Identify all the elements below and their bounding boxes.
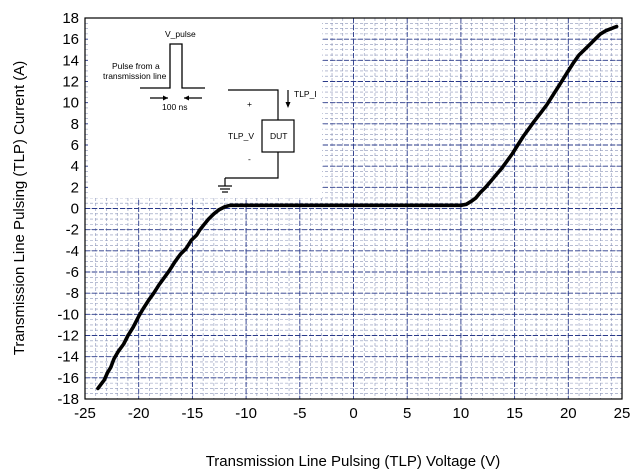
x-tick-label: -5 — [293, 405, 306, 422]
x-tick-label: 15 — [506, 405, 523, 422]
y-tick-label: -6 — [66, 264, 79, 281]
y-tick-label: -10 — [57, 306, 79, 323]
x-tick-label: -10 — [235, 405, 257, 422]
x-tick-label: -25 — [74, 405, 96, 422]
dut-label: DUT — [270, 131, 287, 141]
tlp-v-label: TLP_V — [228, 131, 254, 141]
y-tick-label: 18 — [62, 10, 79, 27]
tlp-circuit-inset: V_pulse Pulse from a transmission line 1… — [88, 18, 322, 198]
tlp-iv-curve — [96, 24, 619, 391]
y-tick-label: 0 — [71, 201, 79, 218]
current-arrowhead — [285, 102, 291, 108]
y-tick-label: -18 — [57, 391, 79, 408]
tlp-i-label: TLP_I — [294, 89, 317, 99]
bottom-wire — [225, 152, 279, 179]
x-axis-title: Transmission Line Pulsing (TLP) Voltage … — [206, 453, 501, 470]
y-tick-label: -2 — [66, 222, 79, 239]
v-pulse-label: V_pulse — [165, 29, 196, 39]
y-tick-label: -12 — [57, 328, 79, 345]
x-tick-label: 20 — [560, 405, 577, 422]
x-tick-label: 25 — [614, 405, 631, 422]
inset-panel — [88, 18, 322, 198]
pulse-waveform — [140, 43, 205, 89]
y-axis-title: Transmission Line Pulsing (TLP) Current … — [11, 61, 28, 356]
y-tick-label: -14 — [57, 349, 79, 366]
y-tick-label: 4 — [71, 158, 79, 175]
width-arrowhead-right — [184, 95, 189, 101]
pulse-source-label-2: transmission line — [103, 71, 167, 81]
x-tick-label: -20 — [128, 405, 150, 422]
y-tick-label: 14 — [62, 52, 79, 69]
pulse-width-label: 100 ns — [162, 102, 188, 112]
y-tick-label: 16 — [62, 31, 79, 48]
y-tick-labels: -18 -16 -14 -12 -10 -8 -6 -4 -2 0 2 4 6 8 10 12 14 16 18 — [57, 10, 79, 408]
y-tick-label: 10 — [62, 95, 79, 112]
y-tick-label: -8 — [66, 285, 79, 302]
x-tick-labels: -25 -20 -15 -10 -5 0 5 10 15 20 25 — [74, 405, 630, 422]
series-layer — [96, 24, 619, 391]
y-tick-label: -16 — [57, 370, 79, 387]
y-tick-label: 12 — [62, 74, 79, 91]
y-tick-label: 8 — [71, 116, 79, 133]
minus-label: - — [248, 154, 251, 164]
plot-frame — [84, 17, 623, 400]
x-tick-label: 5 — [403, 405, 411, 422]
y-tick-label: 6 — [71, 137, 79, 154]
top-wire — [228, 89, 279, 120]
width-arrowhead-left — [163, 95, 168, 101]
x-tick-label: 0 — [349, 405, 357, 422]
x-tick-label: 10 — [453, 405, 470, 422]
y-tick-label: 2 — [71, 179, 79, 196]
dut-box — [261, 119, 295, 153]
x-tick-label: -15 — [182, 405, 204, 422]
pulse-source-label-1: Pulse from a — [112, 61, 160, 71]
plus-label: + — [247, 99, 252, 109]
y-tick-label: -4 — [66, 243, 79, 260]
